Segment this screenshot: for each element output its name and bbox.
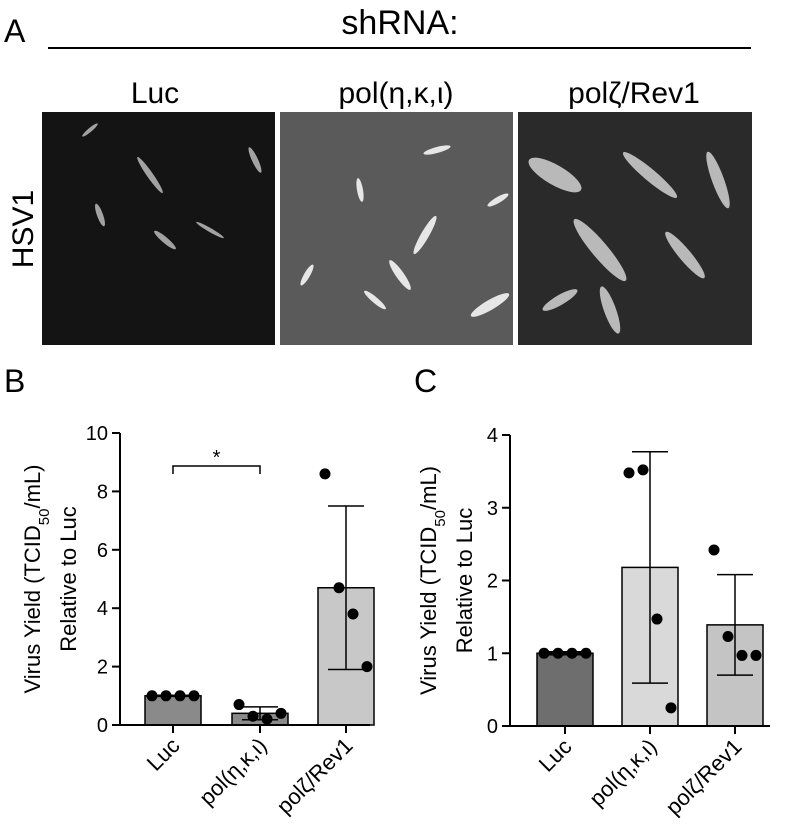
data-point bbox=[160, 690, 172, 702]
data-point bbox=[233, 699, 245, 711]
significance-bracket bbox=[172, 465, 261, 474]
data-point bbox=[736, 649, 748, 661]
micrograph bbox=[518, 112, 752, 345]
data-point bbox=[538, 647, 550, 659]
data-point bbox=[552, 647, 564, 659]
y-tick-label: 4 bbox=[487, 425, 498, 447]
data-point bbox=[275, 707, 287, 719]
column-label: pol(η,κ,ι) bbox=[338, 77, 453, 110]
x-tick-label: pol(η,κ,ι) bbox=[584, 734, 661, 811]
data-point bbox=[722, 631, 734, 643]
y-axis-label-part: /mL) bbox=[416, 466, 441, 510]
data-point bbox=[750, 649, 762, 661]
y-tick-label: 4 bbox=[97, 598, 108, 620]
y-tick-label: 8 bbox=[97, 481, 108, 503]
column-label: polζ/Rev1 bbox=[568, 77, 700, 110]
data-point bbox=[623, 467, 635, 479]
data-point bbox=[637, 464, 649, 476]
error-bar bbox=[632, 450, 668, 684]
data-point bbox=[188, 690, 200, 702]
data-point bbox=[580, 647, 592, 659]
y-tick-label: 0 bbox=[97, 715, 108, 737]
data-point bbox=[708, 544, 720, 556]
data-point bbox=[319, 468, 331, 480]
row-label: HSV1 bbox=[7, 190, 40, 268]
data-point bbox=[261, 713, 273, 725]
data-point bbox=[347, 608, 359, 620]
x-tick-label: polζ/Rev1 bbox=[661, 734, 747, 820]
y-axis-label-part: /mL) bbox=[20, 465, 45, 509]
y-tick-label: 1 bbox=[487, 643, 498, 665]
data-point bbox=[665, 702, 677, 714]
y-tick-label: 6 bbox=[97, 540, 108, 562]
micrograph bbox=[280, 112, 513, 345]
data-point bbox=[146, 690, 158, 702]
x-tick-label: pol(η,κ,ι) bbox=[194, 733, 271, 810]
x-tick-label: Luc bbox=[142, 733, 185, 776]
data-point bbox=[247, 710, 259, 722]
y-tick-label: 3 bbox=[487, 498, 498, 520]
panel-label: C bbox=[414, 363, 437, 399]
y-tick-label: 10 bbox=[86, 423, 108, 445]
error-bar bbox=[155, 694, 191, 698]
y-axis-label: Relative to Luc bbox=[56, 506, 81, 652]
panel-label: A bbox=[4, 13, 26, 49]
y-axis-label-part: Virus Yield (TCID bbox=[416, 527, 441, 695]
x-tick-label: Luc bbox=[534, 734, 577, 777]
data-point bbox=[651, 613, 663, 625]
y-axis-label: Virus Yield (TCID50/mL) bbox=[20, 465, 53, 694]
y-axis-label-part: Virus Yield (TCID bbox=[20, 525, 45, 693]
panel-label: B bbox=[4, 363, 25, 399]
error-bar bbox=[717, 573, 753, 676]
data-point bbox=[174, 690, 186, 702]
y-tick-label: 0 bbox=[487, 716, 498, 738]
y-tick-label: 2 bbox=[97, 657, 108, 679]
significance-label: * bbox=[213, 447, 221, 469]
y-axis-label: Relative to Luc bbox=[452, 508, 477, 654]
y-axis-label-part: 50 bbox=[36, 509, 53, 526]
header: shRNA: bbox=[341, 4, 458, 42]
y-axis-label-part: 50 bbox=[432, 510, 449, 527]
y-tick-label: 2 bbox=[487, 571, 498, 593]
bar bbox=[536, 652, 594, 727]
data-point bbox=[361, 661, 373, 673]
data-point bbox=[333, 582, 345, 594]
column-label: Luc bbox=[131, 77, 179, 110]
error-bar bbox=[328, 505, 364, 671]
y-axis-label: Virus Yield (TCID50/mL) bbox=[416, 466, 449, 695]
x-tick-label: polζ/Rev1 bbox=[272, 733, 358, 819]
micrograph bbox=[42, 112, 275, 345]
data-point bbox=[566, 647, 578, 659]
